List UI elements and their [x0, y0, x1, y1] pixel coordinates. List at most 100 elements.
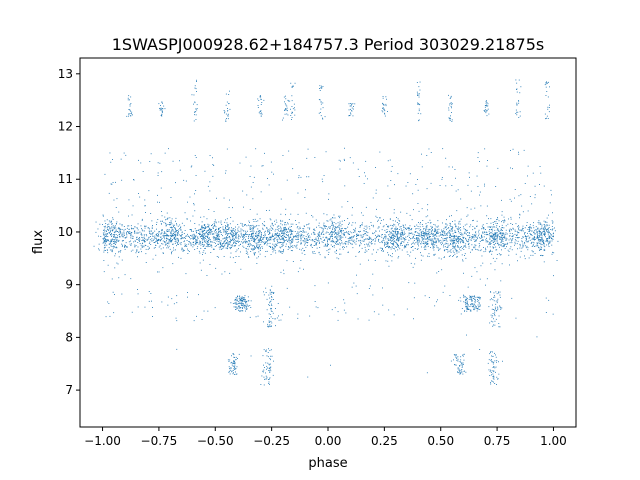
data-point — [294, 231, 296, 232]
data-point — [174, 241, 176, 242]
data-point — [293, 103, 295, 105]
data-point — [251, 234, 253, 236]
data-point — [340, 235, 342, 237]
data-point — [538, 230, 540, 232]
data-point — [460, 242, 461, 244]
data-point — [268, 245, 270, 247]
data-point — [129, 243, 131, 245]
data-point — [134, 246, 136, 248]
data-point — [557, 240, 559, 242]
data-point — [154, 230, 156, 232]
data-point — [551, 244, 553, 246]
data-point — [232, 234, 234, 236]
data-point — [416, 241, 418, 243]
data-point — [448, 230, 450, 232]
data-point — [286, 260, 288, 262]
data-point — [107, 224, 108, 226]
data-point — [398, 237, 400, 239]
data-point — [172, 235, 174, 237]
data-point — [161, 111, 163, 112]
data-point — [482, 231, 484, 233]
data-point — [262, 228, 264, 230]
data-point — [147, 249, 149, 250]
data-point — [207, 244, 209, 246]
data-point — [106, 241, 107, 243]
data-point — [238, 235, 240, 237]
data-point — [299, 267, 301, 269]
data-point — [157, 271, 158, 273]
data-point — [280, 223, 282, 225]
data-point — [541, 240, 543, 242]
data-point — [301, 231, 302, 232]
data-point — [417, 93, 418, 95]
data-point — [234, 242, 236, 243]
data-point — [314, 230, 316, 231]
data-point — [114, 233, 115, 235]
data-point — [427, 233, 428, 235]
data-point — [287, 222, 288, 224]
data-point — [308, 223, 310, 225]
data-point — [340, 160, 341, 162]
data-point — [334, 307, 336, 309]
data-point — [397, 249, 399, 251]
data-point — [243, 303, 244, 305]
data-point — [534, 253, 536, 254]
data-point — [383, 104, 385, 105]
data-point — [206, 230, 208, 232]
data-point — [437, 239, 439, 241]
data-point — [227, 233, 229, 234]
data-point — [494, 241, 496, 242]
data-point — [533, 236, 535, 237]
data-point — [426, 234, 428, 236]
data-point — [509, 242, 511, 244]
data-point — [391, 236, 392, 238]
data-point — [375, 192, 377, 194]
data-point — [345, 228, 347, 230]
data-point — [150, 230, 152, 232]
data-point — [159, 239, 161, 241]
data-point — [269, 246, 271, 247]
data-point — [180, 257, 182, 259]
data-point — [259, 113, 261, 115]
data-point — [177, 242, 178, 244]
data-point — [187, 296, 188, 298]
data-point — [160, 248, 162, 250]
data-point — [458, 242, 459, 244]
data-point — [421, 241, 422, 243]
data-point — [391, 225, 393, 226]
data-point — [290, 242, 292, 244]
data-point — [536, 231, 538, 233]
data-point — [328, 238, 330, 240]
data-point — [123, 231, 125, 233]
data-point — [283, 250, 284, 252]
data-point — [152, 316, 153, 317]
data-point — [248, 243, 250, 245]
data-point — [479, 241, 481, 242]
data-point — [505, 239, 507, 241]
data-point — [201, 230, 203, 232]
data-point — [338, 159, 340, 161]
data-point — [157, 240, 158, 241]
data-point — [289, 229, 291, 231]
data-point — [474, 301, 476, 303]
data-point — [464, 302, 466, 304]
data-point — [501, 239, 503, 241]
data-point — [351, 224, 353, 226]
data-point — [433, 244, 435, 246]
data-point — [468, 232, 470, 234]
data-point — [324, 256, 326, 258]
data-point — [302, 231, 304, 233]
data-point — [501, 234, 503, 236]
data-point — [391, 260, 393, 262]
data-point — [258, 239, 260, 241]
data-point — [510, 246, 512, 248]
data-point — [508, 254, 510, 256]
data-point — [276, 235, 278, 236]
data-point — [102, 238, 104, 240]
data-point — [500, 233, 501, 235]
data-point — [208, 246, 210, 247]
data-point — [264, 256, 266, 258]
data-point — [183, 233, 185, 234]
data-point — [137, 289, 138, 290]
data-point — [122, 244, 123, 246]
